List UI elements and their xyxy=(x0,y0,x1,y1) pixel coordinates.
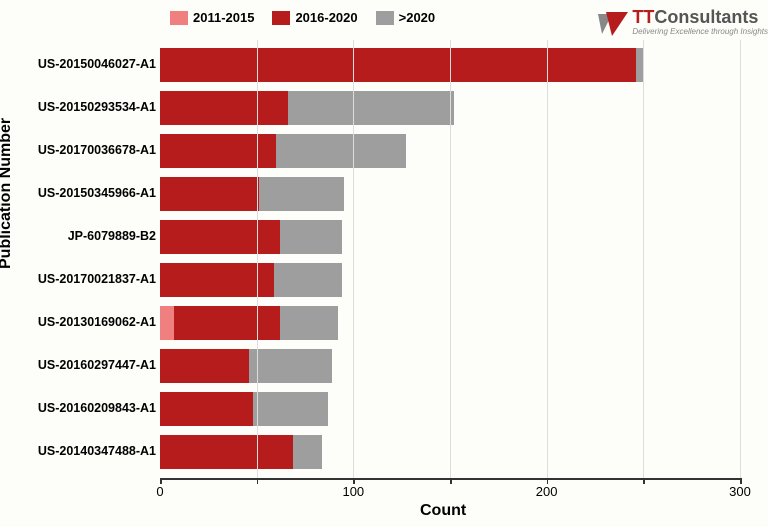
bar-row xyxy=(160,134,406,168)
legend-item: 2011-2015 xyxy=(170,10,254,25)
logo-tagline: Delivering Excellence through Insights xyxy=(632,28,768,36)
bar-segment xyxy=(160,349,249,383)
bar-segment xyxy=(280,306,338,340)
x-axis-title: Count xyxy=(420,502,466,520)
bar-segment xyxy=(293,435,322,469)
y-tick-label: US-20160209843-A1 xyxy=(30,401,156,415)
bar-segment xyxy=(160,220,280,254)
bar-row xyxy=(160,263,342,297)
legend-swatch xyxy=(170,11,188,25)
bar-segment xyxy=(160,392,253,426)
x-tick-label: 300 xyxy=(729,484,751,499)
y-tick-label: US-20150345966-A1 xyxy=(30,186,156,200)
bar-segment xyxy=(259,177,344,211)
bar-segment xyxy=(276,134,406,168)
y-tick-label: US-20130169062-A1 xyxy=(30,315,156,329)
legend-label: 2016-2020 xyxy=(295,10,357,25)
logo-mark-icon xyxy=(598,8,630,40)
chart-container: TTConsultants Delivering Excellence thro… xyxy=(0,0,768,527)
legend-swatch xyxy=(272,11,290,25)
y-tick-label: US-20160297447-A1 xyxy=(30,358,156,372)
bar-segment xyxy=(274,263,342,297)
x-tick-mark xyxy=(643,478,645,484)
bar-segment xyxy=(249,349,332,383)
gridline xyxy=(740,40,741,478)
bar-row xyxy=(160,349,332,383)
bar-segment xyxy=(288,91,454,125)
bar-row xyxy=(160,306,338,340)
gridline xyxy=(353,40,354,478)
x-tick-label: 100 xyxy=(342,484,364,499)
gridline xyxy=(257,40,258,478)
x-tick-mark xyxy=(257,478,259,484)
bar-segment xyxy=(253,392,328,426)
y-tick-label: US-20170036678-A1 xyxy=(30,143,156,157)
legend-item: >2020 xyxy=(376,10,436,25)
gridline xyxy=(450,40,451,478)
bar-row xyxy=(160,435,322,469)
logo-name: TTConsultants xyxy=(632,8,768,26)
gridline xyxy=(643,40,644,478)
legend-swatch xyxy=(376,11,394,25)
bar-segment xyxy=(160,435,293,469)
legend-item: 2016-2020 xyxy=(272,10,357,25)
y-tick-label: US-20140347488-A1 xyxy=(30,444,156,458)
logo-tt: TT xyxy=(632,7,654,27)
bar-segment xyxy=(280,220,342,254)
bar-row xyxy=(160,392,328,426)
bar-segment xyxy=(160,91,288,125)
logo-text: TTConsultants Delivering Excellence thro… xyxy=(632,8,768,36)
legend-label: >2020 xyxy=(399,10,436,25)
bar-row xyxy=(160,91,454,125)
x-tick-mark xyxy=(450,478,452,484)
logo-rest: Consultants xyxy=(654,7,758,27)
bar-row xyxy=(160,220,342,254)
x-tick-label: 200 xyxy=(536,484,558,499)
bar-segment xyxy=(160,134,276,168)
bar-segment xyxy=(636,48,644,82)
bar-row xyxy=(160,48,643,82)
bar-segment xyxy=(160,177,259,211)
y-tick-label: JP-6079889-B2 xyxy=(30,229,156,243)
x-tick-label: 0 xyxy=(156,484,163,499)
bar-segment xyxy=(160,48,636,82)
bar-segment xyxy=(174,306,280,340)
y-tick-label: US-20150293534-A1 xyxy=(30,100,156,114)
bar-row xyxy=(160,177,344,211)
y-axis-title: Publication Number xyxy=(0,118,15,269)
legend-label: 2011-2015 xyxy=(193,10,254,25)
gridline xyxy=(547,40,548,478)
bar-segment xyxy=(160,306,174,340)
legend: 2011-2015 2016-2020 >2020 xyxy=(170,10,435,25)
brand-logo: TTConsultants Delivering Excellence thro… xyxy=(598,8,768,40)
y-tick-label: US-20170021837-A1 xyxy=(30,272,156,286)
y-tick-label: US-20150046027-A1 xyxy=(30,57,156,71)
